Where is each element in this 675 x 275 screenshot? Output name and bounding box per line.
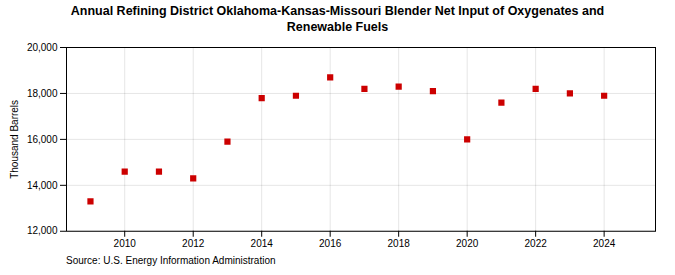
svg-text:2010: 2010	[114, 239, 137, 250]
svg-text:2022: 2022	[525, 239, 548, 250]
svg-text:Thousand Barrels: Thousand Barrels	[9, 100, 20, 179]
svg-text:2014: 2014	[251, 239, 274, 250]
svg-text:2020: 2020	[456, 239, 479, 250]
svg-text:2016: 2016	[319, 239, 342, 250]
svg-text:12,000: 12,000	[27, 226, 58, 237]
svg-text:2012: 2012	[182, 239, 205, 250]
svg-text:20,000: 20,000	[27, 42, 58, 53]
svg-text:2024: 2024	[593, 239, 616, 250]
svg-text:18,000: 18,000	[27, 88, 58, 99]
html-text:Source: U.S. Energy Informatio: Source: U.S. Energy Information Administ…	[66, 255, 276, 266]
svg-text:2018: 2018	[388, 239, 411, 250]
svg-text:14,000: 14,000	[27, 180, 58, 191]
svg-text:16,000: 16,000	[27, 134, 58, 145]
html-text:Annual Refining District Oklah: Annual Refining District Oklahoma-Kansas…	[70, 4, 605, 34]
